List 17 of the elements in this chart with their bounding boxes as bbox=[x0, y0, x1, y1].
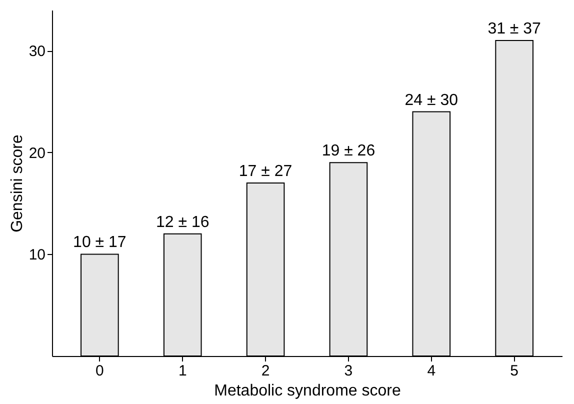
data-label: 10 ± 17 bbox=[73, 234, 126, 252]
x-tick-label: 5 bbox=[510, 362, 518, 380]
y-tick-label: 20 bbox=[28, 144, 46, 162]
data-label: 31 ± 37 bbox=[488, 20, 542, 38]
x-tick-label: 4 bbox=[427, 362, 436, 380]
data-label: 19 ± 26 bbox=[322, 142, 376, 160]
x-tick-label: 3 bbox=[344, 362, 353, 380]
y-tick-label: 30 bbox=[28, 43, 46, 60]
y-axis-title: Gensini score bbox=[8, 134, 26, 232]
x-axis-title: Metabolic syndrome score bbox=[214, 382, 401, 400]
y-tick-label: 10 bbox=[28, 246, 46, 264]
x-tick-label: 0 bbox=[96, 362, 104, 380]
x-tick-label: 2 bbox=[261, 362, 270, 380]
data-label: 12 ± 16 bbox=[156, 214, 210, 231]
x-tick-label: 1 bbox=[178, 362, 187, 380]
data-label: 17 ± 27 bbox=[238, 163, 292, 180]
data-label: 24 ± 30 bbox=[404, 92, 458, 109]
